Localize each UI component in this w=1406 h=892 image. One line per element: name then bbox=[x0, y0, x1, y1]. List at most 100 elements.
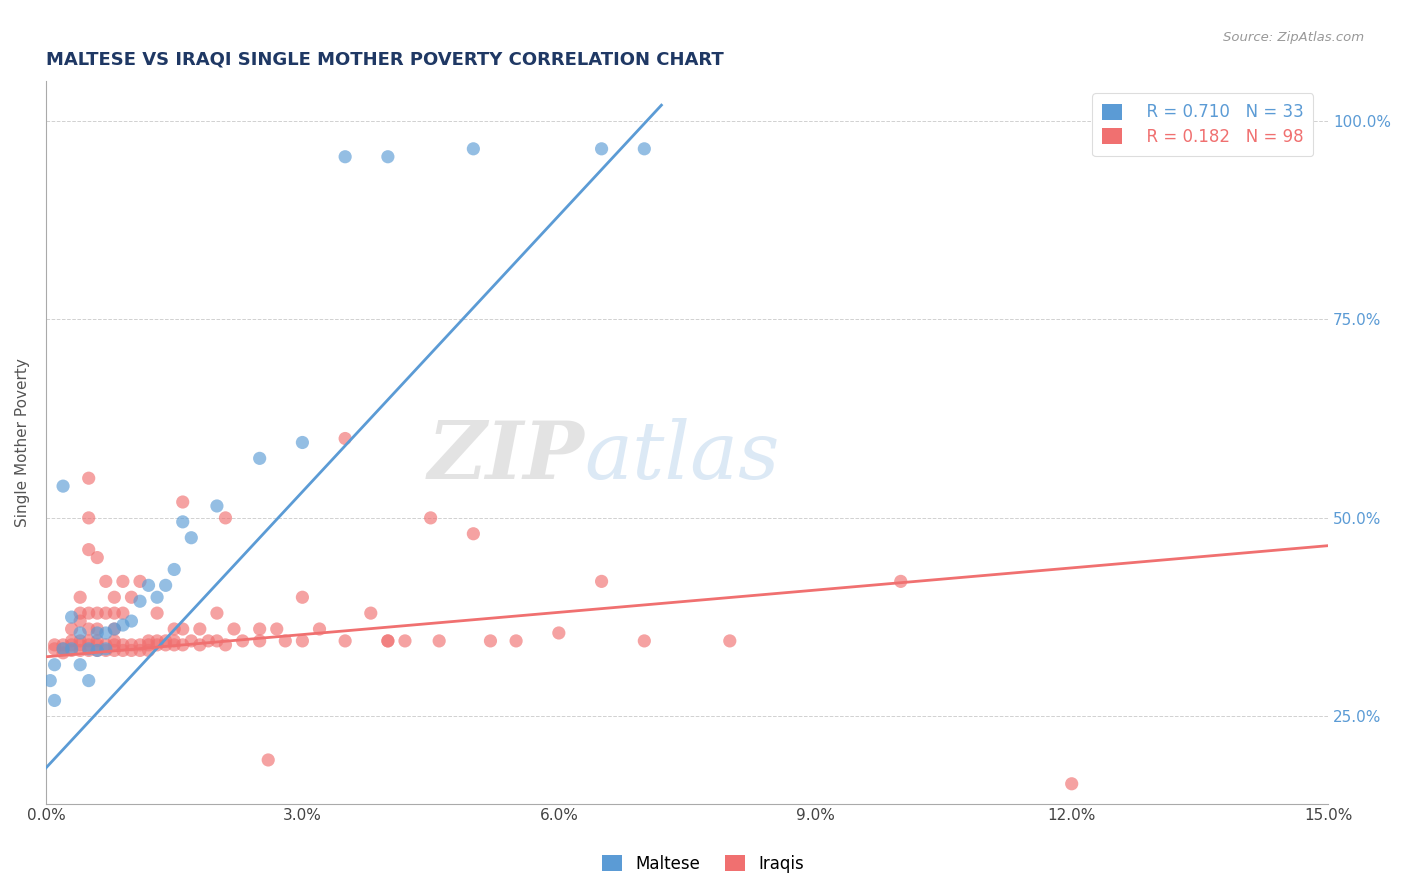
Point bbox=[77, 622, 100, 636]
Point bbox=[86, 634, 108, 648]
Point bbox=[60, 641, 83, 656]
Point bbox=[249, 451, 271, 466]
Point bbox=[591, 142, 613, 156]
Point bbox=[333, 634, 356, 648]
Point bbox=[266, 622, 288, 636]
Point bbox=[103, 622, 125, 636]
Point bbox=[427, 634, 450, 648]
Point bbox=[197, 634, 219, 648]
Point bbox=[77, 511, 100, 525]
Point bbox=[111, 618, 134, 632]
Point bbox=[94, 638, 117, 652]
Point bbox=[591, 574, 613, 589]
Point bbox=[77, 606, 100, 620]
Point bbox=[86, 622, 108, 636]
Point bbox=[249, 622, 271, 636]
Point bbox=[155, 634, 177, 648]
Point bbox=[138, 643, 160, 657]
Point bbox=[163, 562, 186, 576]
Point bbox=[77, 641, 100, 656]
Point bbox=[377, 150, 399, 164]
Point bbox=[138, 634, 160, 648]
Point bbox=[172, 495, 194, 509]
Point bbox=[163, 638, 186, 652]
Point bbox=[103, 622, 125, 636]
Point bbox=[120, 643, 142, 657]
Point bbox=[172, 622, 194, 636]
Point bbox=[718, 634, 741, 648]
Point bbox=[69, 606, 91, 620]
Point bbox=[249, 634, 271, 648]
Point bbox=[463, 526, 485, 541]
Point bbox=[214, 638, 236, 652]
Point bbox=[69, 591, 91, 605]
Point bbox=[86, 550, 108, 565]
Point bbox=[44, 693, 66, 707]
Point bbox=[377, 634, 399, 648]
Point bbox=[890, 574, 912, 589]
Point bbox=[86, 626, 108, 640]
Point bbox=[155, 638, 177, 652]
Point bbox=[138, 638, 160, 652]
Legend: Maltese, Iraqis: Maltese, Iraqis bbox=[595, 848, 811, 880]
Point bbox=[463, 142, 485, 156]
Point bbox=[120, 591, 142, 605]
Point bbox=[205, 606, 228, 620]
Point bbox=[60, 610, 83, 624]
Point bbox=[77, 634, 100, 648]
Point bbox=[205, 634, 228, 648]
Point bbox=[547, 626, 569, 640]
Point bbox=[69, 657, 91, 672]
Text: Source: ZipAtlas.com: Source: ZipAtlas.com bbox=[1223, 31, 1364, 45]
Point bbox=[86, 643, 108, 657]
Point bbox=[94, 641, 117, 656]
Point bbox=[111, 638, 134, 652]
Point bbox=[222, 622, 245, 636]
Point bbox=[52, 641, 75, 656]
Text: MALTESE VS IRAQI SINGLE MOTHER POVERTY CORRELATION CHART: MALTESE VS IRAQI SINGLE MOTHER POVERTY C… bbox=[46, 51, 724, 69]
Point bbox=[188, 622, 211, 636]
Point bbox=[60, 634, 83, 648]
Point bbox=[111, 574, 134, 589]
Point bbox=[52, 638, 75, 652]
Point bbox=[232, 634, 254, 648]
Point bbox=[103, 638, 125, 652]
Point bbox=[291, 435, 314, 450]
Point bbox=[39, 673, 62, 688]
Point bbox=[360, 606, 382, 620]
Point bbox=[60, 638, 83, 652]
Point bbox=[94, 643, 117, 657]
Point bbox=[129, 638, 152, 652]
Point bbox=[291, 634, 314, 648]
Point bbox=[146, 638, 169, 652]
Point bbox=[163, 622, 186, 636]
Point bbox=[146, 634, 169, 648]
Point bbox=[419, 511, 441, 525]
Point bbox=[44, 641, 66, 656]
Point bbox=[377, 634, 399, 648]
Point bbox=[1060, 777, 1083, 791]
Point bbox=[103, 591, 125, 605]
Point bbox=[44, 657, 66, 672]
Point bbox=[94, 606, 117, 620]
Point bbox=[52, 479, 75, 493]
Point bbox=[163, 634, 186, 648]
Point bbox=[129, 574, 152, 589]
Point bbox=[188, 638, 211, 652]
Y-axis label: Single Mother Poverty: Single Mother Poverty bbox=[15, 358, 30, 527]
Point bbox=[205, 499, 228, 513]
Point bbox=[111, 606, 134, 620]
Point bbox=[77, 643, 100, 657]
Point bbox=[274, 634, 297, 648]
Point bbox=[180, 531, 202, 545]
Text: ZIP: ZIP bbox=[427, 418, 585, 496]
Point bbox=[505, 634, 527, 648]
Point bbox=[214, 511, 236, 525]
Point bbox=[333, 432, 356, 446]
Point bbox=[86, 643, 108, 657]
Point bbox=[94, 574, 117, 589]
Point bbox=[146, 591, 169, 605]
Point bbox=[129, 594, 152, 608]
Point bbox=[86, 606, 108, 620]
Point bbox=[52, 641, 75, 656]
